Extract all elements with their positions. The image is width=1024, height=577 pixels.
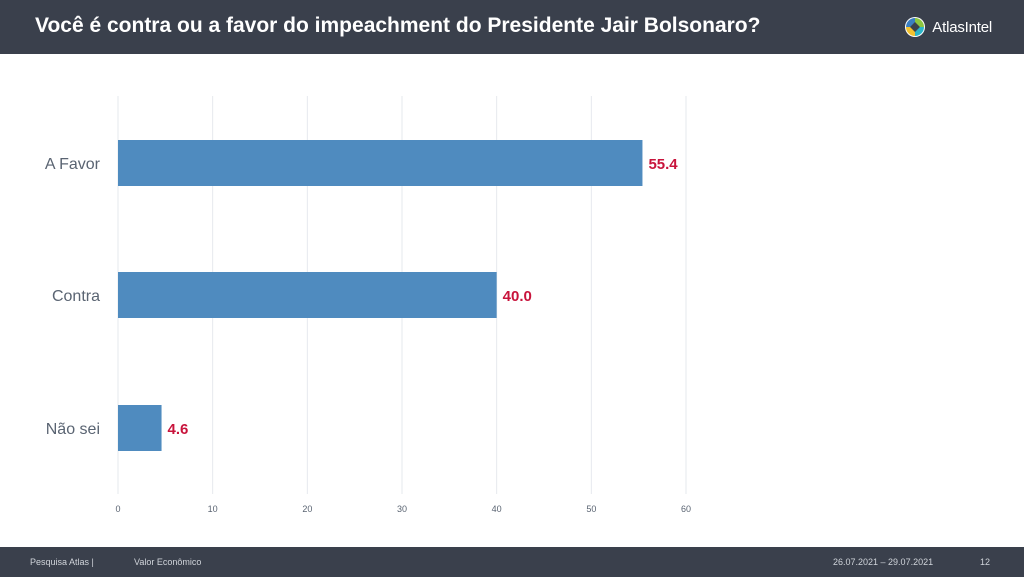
x-tick-label: 60: [681, 504, 691, 514]
atlasintel-logo-icon: [905, 17, 926, 37]
footer-page-number: 12: [980, 557, 991, 567]
footer-bar: Pesquisa Atlas | Valor Econômico 26.07.2…: [0, 547, 1024, 577]
x-tick-label: 20: [302, 504, 312, 514]
bar: [118, 272, 497, 318]
footer-source: Pesquisa Atlas |: [30, 557, 94, 567]
x-tick-label: 10: [208, 504, 218, 514]
footer-client: Valor Econômico: [134, 557, 202, 567]
bar: [118, 405, 162, 451]
x-tick-label: 40: [492, 504, 502, 514]
x-tick-label: 30: [397, 504, 407, 514]
x-tick-label: 50: [586, 504, 596, 514]
bar: [118, 140, 643, 186]
category-label: A Favor: [45, 156, 101, 173]
x-tick-label: 0: [115, 504, 120, 514]
page-title: Você é contra ou a favor do impeachment …: [35, 14, 761, 37]
brand-name: AtlasIntel: [932, 18, 992, 36]
bar-chart: 0 10 20 30 40 50 60 A Favor 55.4 Contra 40.0 Não se…: [45, 96, 691, 514]
brand-logo: AtlasIntel: [904, 16, 992, 38]
category-label: Não sei: [46, 421, 100, 438]
value-label: 4.6: [168, 421, 189, 438]
category-label: Contra: [52, 288, 100, 305]
footer-dates: 26.07.2021 – 29.07.2021: [833, 557, 934, 567]
header-bar: Você é contra ou a favor do impeachment …: [0, 0, 1024, 54]
value-label: 40.0: [503, 288, 532, 305]
value-label: 55.4: [648, 156, 678, 173]
